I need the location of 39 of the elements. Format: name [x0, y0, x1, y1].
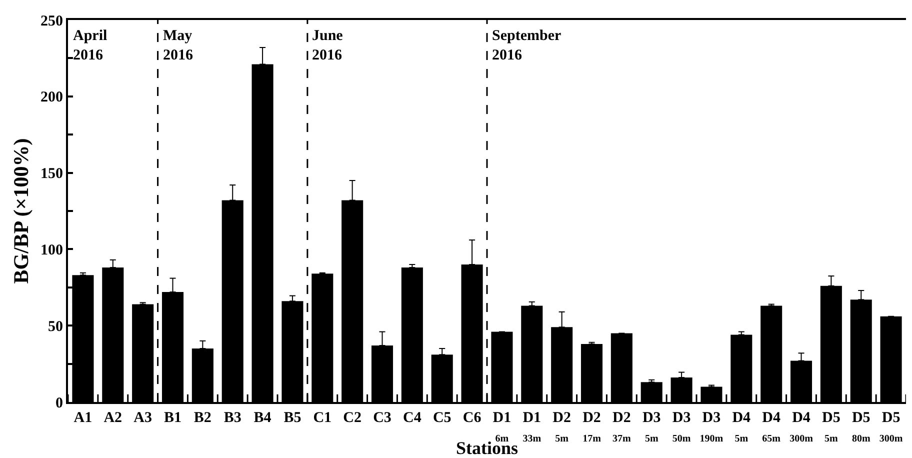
y-tick-label: 250	[40, 13, 63, 30]
x-tick-label: D2 37m	[612, 410, 632, 444]
x-tick-label: C3	[373, 410, 392, 426]
x-tick-label: B4	[254, 410, 272, 426]
annotation: June 2016	[312, 28, 344, 64]
x-tick-label: D4 300m	[790, 410, 814, 444]
x-tick-label: C1	[313, 410, 332, 426]
x-tick-label: D2 5m	[552, 410, 571, 444]
y-tick-label: 0	[56, 395, 63, 412]
x-tick-label: A1	[74, 410, 92, 426]
x-tick-label: C5	[432, 410, 452, 426]
x-tick-label: C4	[403, 410, 422, 426]
x-tick-label: B2	[194, 410, 212, 426]
x-tick-label: D3 190m	[700, 410, 724, 444]
x-tick-label: B3	[224, 410, 242, 426]
x-tick-label: B5	[284, 410, 302, 426]
x-tick-label: B1	[164, 410, 182, 426]
annotation: September 2016	[492, 28, 562, 64]
annotation: May 2016	[163, 28, 194, 64]
x-tick-label: D4 65m	[762, 410, 782, 444]
y-tick-label: 150	[40, 166, 63, 182]
x-tick-label: D5 5m	[822, 410, 840, 444]
x-tick-label: D5 80m	[852, 410, 871, 444]
x-tick-label: A3	[134, 410, 152, 426]
x-tick-label: D1 6m	[492, 410, 512, 444]
annotation: April 2016	[73, 28, 108, 64]
x-tick-label: C2	[343, 410, 362, 426]
x-tick-label: D3 50m	[672, 410, 692, 444]
x-tick-label: D4 5m	[732, 410, 752, 444]
x-tick-label: C6	[462, 410, 482, 426]
x-tick-label: D3 5m	[642, 410, 661, 444]
y-tick-label: 100	[40, 242, 63, 258]
y-axis-title: BG/BP (×100%)	[9, 138, 34, 284]
y-tick-label: 50	[48, 318, 63, 335]
y-tick-label: 200	[40, 90, 63, 106]
x-tick-label: D5 300m	[879, 410, 904, 444]
x-tick-label: D2 17m	[582, 410, 602, 444]
x-tick-label: A2	[104, 410, 122, 426]
x-tick-label: D1 33m	[522, 410, 542, 444]
